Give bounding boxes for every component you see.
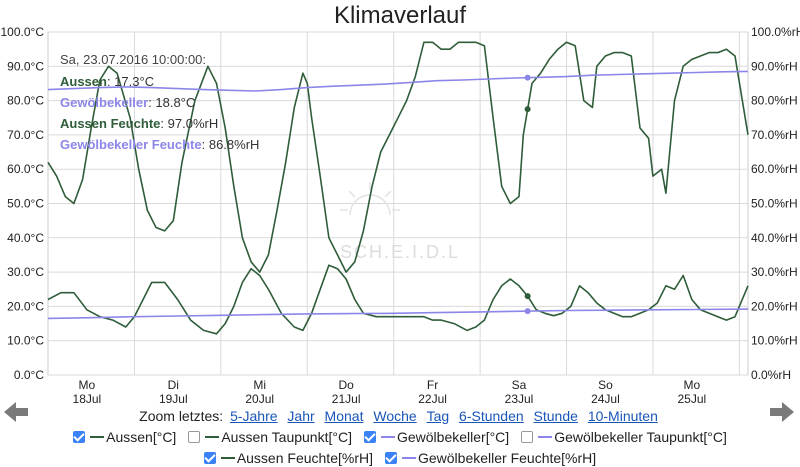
- zoom-label: Zoom letztes:: [139, 408, 224, 424]
- left-tick-label: 40.0°C: [7, 231, 44, 245]
- left-tick-label: 80.0°C: [7, 94, 44, 108]
- left-tick-label: 90.0°C: [7, 59, 44, 73]
- x-date-label: 18Jul: [73, 392, 102, 405]
- x-date-label: 22Jul: [418, 392, 447, 405]
- legend-label: Gewölbekeller Feuchte[%rH]: [417, 450, 597, 466]
- zoom-6-stunden-link[interactable]: 6-Stunden: [459, 408, 524, 424]
- zoom-stunde-link[interactable]: Stunde: [533, 408, 578, 424]
- chart-title: Klimaverlauf: [333, 2, 467, 29]
- legend-row-2: Aussen Feuchte[%rH] Gewölbekeller Feuchte…: [0, 450, 800, 467]
- zoom-controls: Zoom letztes: 5-Jahre Jahr Monat Woche T…: [0, 408, 800, 424]
- legend-label: Aussen[°C]: [106, 429, 177, 445]
- series-line: [47, 308, 749, 320]
- tooltip-timestamp: Sa, 23.07.2016 10:00:00:: [60, 52, 206, 67]
- left-tick-label: 30.0°C: [7, 265, 44, 279]
- right-tick-label: 60.0%rH: [751, 162, 798, 176]
- left-tick-label: 20.0°C: [7, 299, 44, 313]
- left-axis: 0.0°C 10.0°C 20.0°C 30.0°C 40.0°C 50.0°C 60.0°…: [1, 25, 45, 382]
- x-weekday-label: Fr: [427, 378, 438, 392]
- x-date-label: 23Jul: [505, 392, 534, 405]
- legend-item[interactable]: Aussen[°C]: [73, 429, 176, 445]
- right-tick-label: 10.0%rH: [751, 334, 798, 348]
- right-axis: 0.0%rH 10.0%rH 20.0%rH 30.0%rH 40.0%rH 50.0%r…: [751, 25, 800, 382]
- x-weekday-label: Mo: [79, 378, 96, 392]
- legend-label: Gewölbekeller[°C]: [396, 429, 510, 445]
- x-weekday-label: Di: [168, 378, 179, 392]
- left-tick-label: 50.0°C: [7, 197, 44, 211]
- checkbox-unchecked-icon[interactable]: [188, 431, 201, 443]
- tooltip: Sa, 23.07.2016 10:00:00: Aussen: 17.3°C G…: [60, 52, 259, 152]
- checkbox-unchecked-icon[interactable]: [521, 431, 534, 443]
- x-axis: Mo18JulDi19JulMi20JulDo21JulFr22JulSa23J…: [73, 378, 707, 405]
- watermark-text: SCH.E.I.D.L: [340, 242, 460, 262]
- legend-line-swatch: [205, 436, 220, 438]
- zoom-10-minuten-link[interactable]: 10-Minuten: [587, 408, 658, 424]
- checkbox-checked-icon[interactable]: [363, 431, 376, 443]
- legend-line-swatch: [401, 457, 416, 459]
- hover-point: [524, 74, 531, 81]
- x-weekday-label: Sa: [512, 378, 527, 392]
- next-arrow-icon[interactable]: [768, 398, 796, 426]
- tooltip-row: Aussen Feuchte: 97.0%rH: [60, 116, 218, 131]
- right-tick-label: 80.0%rH: [751, 94, 798, 108]
- right-tick-label: 30.0%rH: [751, 265, 798, 279]
- right-tick-label: 50.0%rH: [751, 197, 798, 211]
- hover-point: [524, 293, 531, 300]
- zoom-woche-link[interactable]: Woche: [373, 408, 417, 424]
- zoom-monat-link[interactable]: Monat: [324, 408, 364, 424]
- legend-item[interactable]: Gewölbekeller[°C]: [363, 429, 510, 445]
- left-tick-label: 100.0°C: [1, 25, 45, 39]
- x-weekday-label: Mo: [683, 378, 700, 392]
- legend-line-swatch: [90, 436, 105, 438]
- legend-row-1: Aussen[°C] Aussen Taupunkt[°C] Gewölbekell…: [0, 429, 800, 446]
- series-line: [47, 41, 749, 273]
- hover-point: [524, 106, 531, 113]
- legend-item[interactable]: Gewölbekeller Feuchte[%rH]: [384, 450, 597, 466]
- right-tick-label: 40.0%rH: [751, 231, 798, 245]
- legend-item[interactable]: Gewölbekeller Taupunkt[°C]: [521, 429, 727, 445]
- x-weekday-label: Do: [338, 378, 354, 392]
- right-tick-label: 90.0%rH: [751, 59, 798, 73]
- legend-label: Gewölbekeller Taupunkt[°C]: [554, 429, 727, 445]
- previous-arrow-icon[interactable]: [2, 398, 30, 426]
- left-tick-label: 70.0°C: [7, 128, 44, 142]
- checkbox-checked-icon[interactable]: [73, 431, 86, 443]
- zoom-5-jahre-link[interactable]: 5-Jahre: [230, 408, 278, 424]
- x-weekday-label: Mi: [253, 378, 266, 392]
- left-tick-label: 60.0°C: [7, 162, 44, 176]
- watermark: SCH.E.I.D.L: [340, 182, 460, 262]
- x-date-label: 25Jul: [677, 392, 706, 405]
- chart-svg: 0.0°C 10.0°C 20.0°C 30.0°C 40.0°C 50.0°C 60.0°…: [1, 25, 800, 405]
- checkbox-checked-icon[interactable]: [384, 452, 397, 464]
- series-layer: [47, 41, 749, 335]
- x-date-label: 21Jul: [332, 392, 361, 405]
- legend-label: Aussen Feuchte[%rH]: [236, 450, 373, 466]
- hover-point: [524, 308, 531, 315]
- series-line: [47, 70, 749, 92]
- legend-label: Aussen Taupunkt[°C]: [221, 429, 352, 445]
- hover-markers: [524, 74, 531, 315]
- x-date-label: 24Jul: [591, 392, 620, 405]
- series-line: [47, 264, 749, 335]
- tooltip-row: Gewölbekeller Feuchte: 86.8%rH: [60, 137, 259, 152]
- right-tick-label: 70.0%rH: [751, 128, 798, 142]
- right-tick-label: 20.0%rH: [751, 299, 798, 313]
- x-date-label: 19Jul: [159, 392, 188, 405]
- tooltip-row: Aussen: 17.3°C: [60, 74, 154, 89]
- right-tick-label: 100.0%rH: [751, 25, 800, 39]
- left-tick-label: 10.0°C: [7, 334, 44, 348]
- zoom-tag-link[interactable]: Tag: [426, 408, 450, 424]
- zoom-jahr-link[interactable]: Jahr: [287, 408, 315, 424]
- legend-line-swatch: [538, 436, 553, 438]
- tooltip-row: Gewölbekeller: 18.8°C: [60, 95, 195, 110]
- legend-item[interactable]: Aussen Feuchte[%rH]: [203, 450, 373, 466]
- checkbox-checked-icon[interactable]: [203, 452, 216, 464]
- x-weekday-label: So: [598, 378, 613, 392]
- left-tick-label: 0.0°C: [14, 368, 44, 382]
- right-tick-label: 0.0%rH: [751, 368, 791, 382]
- legend-line-swatch: [380, 436, 395, 438]
- legend-item[interactable]: Aussen Taupunkt[°C]: [188, 429, 352, 445]
- legend-line-swatch: [220, 457, 235, 459]
- x-date-label: 20Jul: [245, 392, 274, 405]
